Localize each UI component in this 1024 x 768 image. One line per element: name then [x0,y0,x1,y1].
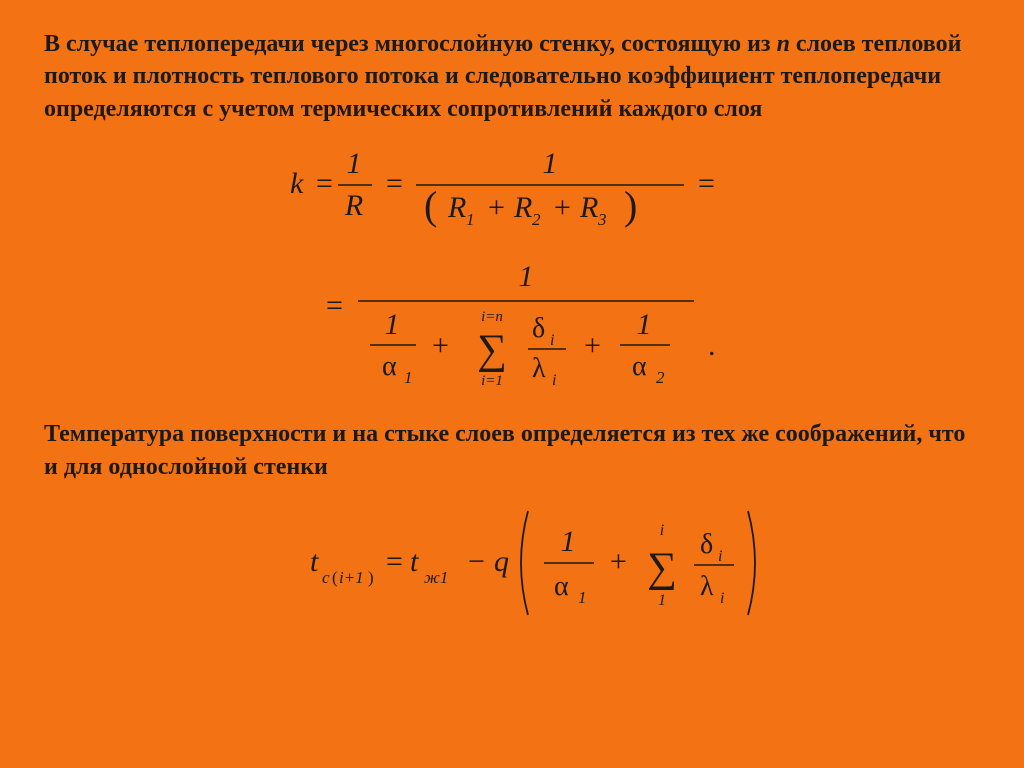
f2-a1: α [554,571,569,602]
f2-plus: + [610,545,627,578]
formula-2-svg: t c ( i+1 ) = t ж1 − q 1 α 1 + [192,493,832,627]
f2-sup: i [660,522,664,539]
f2-c: c [322,568,330,587]
f1b-plus2: + [584,329,601,362]
f1b-a1s: 1 [404,368,413,387]
f1b-li: λ [532,353,546,384]
paragraph-1: В случае теплопередачи через многослойну… [44,28,980,125]
f2-t1: t [310,545,319,578]
f1b-plus1: + [432,329,449,362]
f2-dis: i [718,548,722,565]
f2-lis: i [720,590,724,607]
f1b-dot: . [708,329,716,362]
f1-plus1: + [488,191,505,224]
f2-minus: − [468,545,485,578]
f1b-a1: α [382,351,397,382]
f1b-num: 1 [519,260,534,293]
f1-R1: R [447,191,466,224]
paragraph-2: Температура поверхности и на стыке слоев… [44,418,980,483]
f1-num1: 1 [347,147,362,180]
f1b-a2: α [632,351,647,382]
f2-eq: = [386,545,403,578]
f1b-di: δ [532,313,545,344]
f1-rp: ) [624,183,637,228]
f1-plus2: + [554,191,571,224]
f1-s3: 3 [597,210,607,229]
f1b-t2n: 1 [637,308,652,341]
f1-R3: R [579,191,598,224]
f1b-t1n: 1 [385,308,400,341]
f1-lp: ( [424,183,437,228]
f2-li: λ [700,571,714,602]
f1b-sub: i=1 [481,373,503,389]
f2-sub: 1 [658,592,666,609]
f1-k: k [290,167,304,200]
para1-n: n [777,31,790,57]
f1b-lis: i [552,372,556,389]
f2-di: δ [700,529,713,560]
f2-lparen [521,511,528,615]
f1-s2: 2 [532,210,541,229]
f1b-dis: i [550,332,554,349]
f2-rparen [748,511,755,615]
f2-q: q [494,545,509,578]
f1-eq3: = [698,167,715,200]
f2-t2: t [410,545,419,578]
para1-pre: В случае теплопередачи через многослойну… [44,31,777,57]
f1b-sigma: ∑ [477,327,507,373]
f1b-a2s: 2 [656,368,665,387]
f2-a1s: 1 [578,588,587,607]
f2-zh1: ж1 [424,568,448,587]
slide: В случае теплопередачи через многослойну… [0,0,1024,768]
formula-1: k = 1 R = 1 ( R 1 + R 2 + R 3 ) [44,131,980,396]
f2-t1n: 1 [561,525,576,558]
f1-eq2: = [386,167,403,200]
f1-R2: R [513,191,532,224]
f1b-sup: i=n [481,309,503,325]
f2-lp1: ( [332,568,338,587]
formula-1-svg: k = 1 R = 1 ( R 1 + R 2 + R 3 ) [192,131,832,391]
f1-eq1: = [316,167,333,200]
formula-2: t c ( i+1 ) = t ж1 − q 1 α 1 + [44,493,980,632]
f1-R: R [344,189,363,222]
f1b-eq: = [326,289,343,322]
f2-rp1: ) [368,568,374,587]
f2-ip1: i+1 [339,568,364,587]
f2-sigma: ∑ [647,545,677,591]
f1-num2: 1 [543,147,558,180]
f1-s1: 1 [466,210,475,229]
